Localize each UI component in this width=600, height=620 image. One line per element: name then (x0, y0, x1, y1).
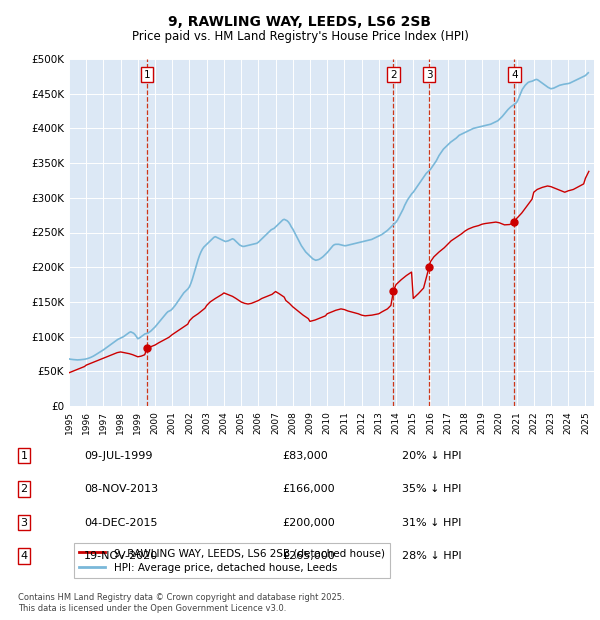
Text: 4: 4 (20, 551, 28, 561)
Text: 35% ↓ HPI: 35% ↓ HPI (402, 484, 461, 494)
Text: 09-JUL-1999: 09-JUL-1999 (84, 451, 152, 461)
Text: 4: 4 (511, 69, 518, 79)
Text: 08-NOV-2013: 08-NOV-2013 (84, 484, 158, 494)
Text: 28% ↓ HPI: 28% ↓ HPI (402, 551, 461, 561)
Text: 3: 3 (20, 518, 28, 528)
Text: £166,000: £166,000 (282, 484, 335, 494)
Text: 19-NOV-2020: 19-NOV-2020 (84, 551, 158, 561)
Text: 1: 1 (20, 451, 28, 461)
Text: 04-DEC-2015: 04-DEC-2015 (84, 518, 157, 528)
Text: 2: 2 (390, 69, 397, 79)
Text: 3: 3 (426, 69, 433, 79)
Text: £200,000: £200,000 (282, 518, 335, 528)
Text: 20% ↓ HPI: 20% ↓ HPI (402, 451, 461, 461)
Text: 1: 1 (143, 69, 150, 79)
Text: Contains HM Land Registry data © Crown copyright and database right 2025.
This d: Contains HM Land Registry data © Crown c… (18, 593, 344, 613)
Text: £83,000: £83,000 (282, 451, 328, 461)
Text: Price paid vs. HM Land Registry's House Price Index (HPI): Price paid vs. HM Land Registry's House … (131, 30, 469, 43)
Text: 31% ↓ HPI: 31% ↓ HPI (402, 518, 461, 528)
Text: £265,000: £265,000 (282, 551, 335, 561)
Text: 9, RAWLING WAY, LEEDS, LS6 2SB: 9, RAWLING WAY, LEEDS, LS6 2SB (169, 16, 431, 30)
Legend: 9, RAWLING WAY, LEEDS, LS6 2SB (detached house), HPI: Average price, detached ho: 9, RAWLING WAY, LEEDS, LS6 2SB (detached… (74, 543, 390, 578)
Text: 2: 2 (20, 484, 28, 494)
